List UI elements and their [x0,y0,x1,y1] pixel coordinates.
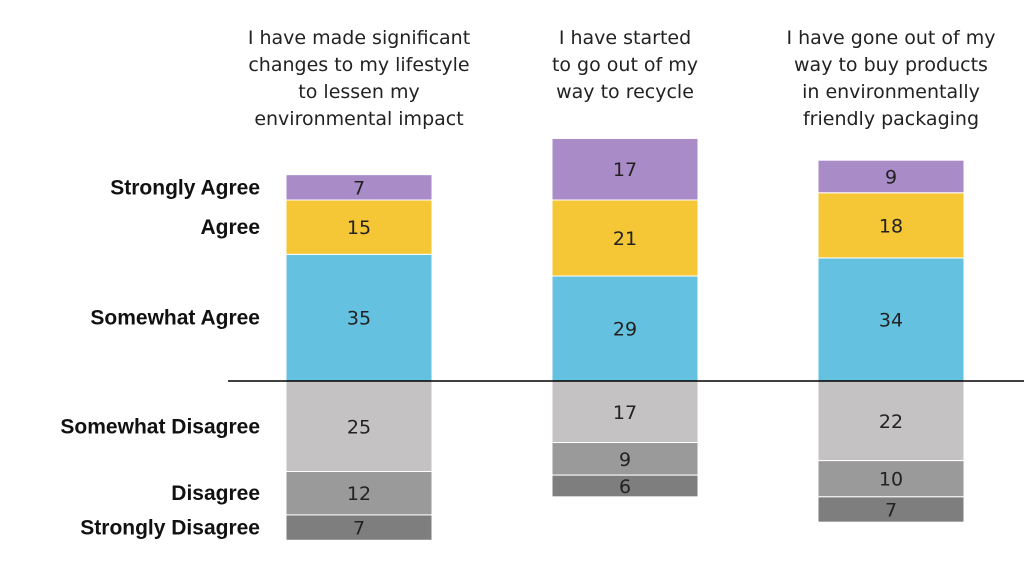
bar-segment [551,199,699,277]
bar-value-label: 15 [347,217,371,239]
bar-value-label: 18 [879,215,903,237]
category-titles-group: I have made significant changes to my lif… [248,27,996,130]
bar-value-label: 35 [347,308,371,330]
bar-value-label: 25 [347,416,371,438]
bar-value-label: 10 [879,469,903,491]
category-title: I have gone out of my way to buy products… [786,27,995,130]
bars-group: 35 15 7 25 12 7 29 21 17 17 9 6 34 18 9 22 10 7 [285,137,965,541]
bar-segment [817,159,965,194]
bar-segment [285,199,433,255]
bar-segment [817,257,965,382]
bar-value-label: 34 [879,309,903,331]
row-labels-group: Strongly Agree Agree Somewhat Agree Somewha… [60,176,260,539]
bar-segment [551,442,699,476]
legend-row-label: Disagree [171,482,260,505]
legend-row-label: Somewhat Agree [90,307,260,330]
bar-value-label: 7 [885,500,897,522]
bar-segment [285,174,433,201]
bar-segment [817,380,965,462]
category-title: I have made significant changes to my lif… [248,27,470,130]
bar-value-label: 9 [885,166,897,188]
bar-value-label: 7 [353,177,365,199]
bar-segment [285,380,433,472]
bar-value-label: 12 [347,483,371,505]
bar-segment [551,474,699,498]
bar-value-label: 21 [613,228,637,250]
bar-segment [817,460,965,498]
category-title: I have started to go out of my way to recy… [552,27,698,103]
bar-segment [285,514,433,541]
bar-segment [285,253,433,382]
bar-value-label: 7 [353,518,365,540]
bar-value-label: 9 [619,449,631,471]
bar-segment [817,192,965,259]
bar-value-label: 17 [613,402,637,424]
bar-value-label: 17 [613,159,637,181]
legend-row-label: Agree [200,216,260,239]
bar-value-label: 6 [619,476,631,498]
legend-row-label: Somewhat Disagree [60,415,260,438]
bar-segment [817,496,965,523]
bar-value-label: 29 [613,319,637,341]
legend-row-label: Strongly Agree [110,176,260,199]
legend-row-label: Strongly Disagree [80,517,260,540]
bar-segment [551,380,699,444]
bar-value-label: 22 [879,411,903,433]
bar-segment [551,137,699,201]
